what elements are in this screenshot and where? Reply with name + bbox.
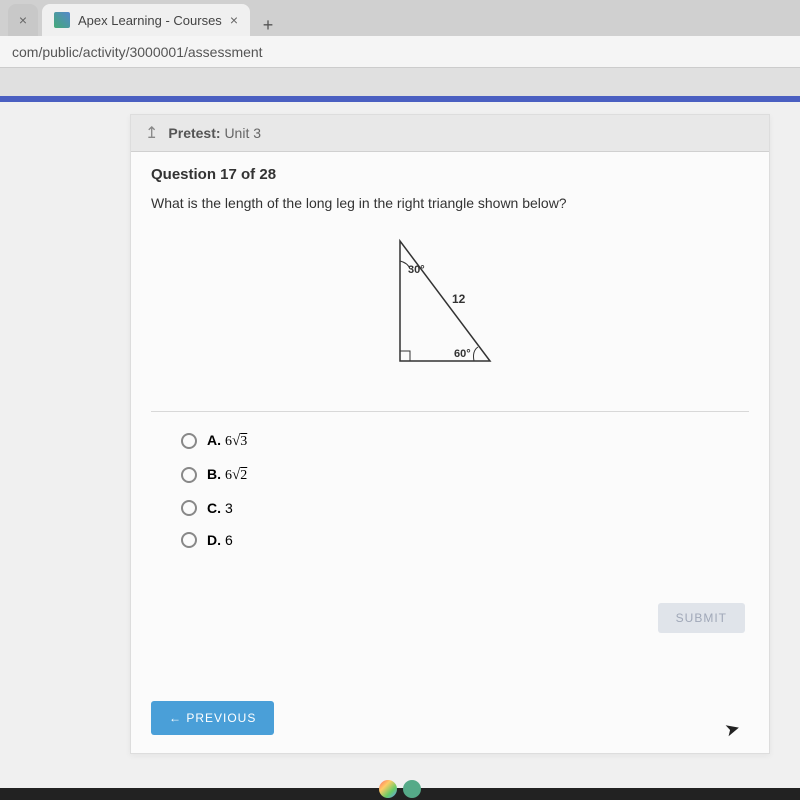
question-body: Question 17 of 28 What is the length of … (131, 152, 769, 578)
choice-a[interactable]: A.6√3 (181, 432, 749, 450)
submit-button[interactable]: SUBMIT (658, 603, 745, 633)
radio-icon[interactable] (181, 532, 197, 548)
choice-b[interactable]: B.6√2 (181, 466, 749, 484)
radio-icon[interactable] (181, 500, 197, 516)
tab-prev[interactable]: × (8, 4, 38, 36)
favicon-icon (54, 12, 70, 28)
close-icon[interactable]: × (230, 12, 238, 28)
url-bar[interactable]: com/public/activity/3000001/assessment (0, 36, 800, 68)
back-arrow-icon[interactable]: ↥ (145, 123, 158, 143)
url-text: com/public/activity/3000001/assessment (12, 44, 263, 60)
browser-tab-bar: × Apex Learning - Courses × + (0, 0, 800, 36)
question-text: What is the length of the long leg in th… (151, 195, 749, 211)
taskbar (0, 788, 800, 800)
choice-d[interactable]: D.6 (181, 532, 749, 548)
angle-bottom: 60° (454, 348, 471, 360)
pretest-bar: ↥ Pretest: Unit 3 (131, 115, 769, 152)
previous-button[interactable]: ← PREVIOUS (151, 701, 274, 735)
divider (151, 411, 749, 412)
pretest-label: Pretest: (168, 125, 220, 141)
new-tab-button[interactable]: + (254, 15, 282, 36)
pretest-unit: Unit 3 (224, 125, 261, 141)
hypotenuse-label: 12 (452, 292, 466, 306)
page-area: ↥ Pretest: Unit 3 Question 17 of 28 What… (0, 102, 800, 800)
header-spacer (0, 68, 800, 96)
radio-icon[interactable] (181, 433, 197, 449)
triangle-diagram: 30° 60° 12 (151, 231, 749, 381)
answer-choices: A.6√3 B.6√2 C.3 D.6 (151, 432, 749, 548)
tab-title: Apex Learning - Courses (78, 13, 222, 28)
angle-top: 30° (408, 264, 425, 276)
choice-c[interactable]: C.3 (181, 500, 749, 516)
question-number: Question 17 of 28 (151, 166, 749, 183)
radio-icon[interactable] (181, 467, 197, 483)
content-card: ↥ Pretest: Unit 3 Question 17 of 28 What… (130, 114, 770, 754)
tab-active[interactable]: Apex Learning - Courses × (42, 4, 250, 36)
close-icon[interactable]: × (19, 12, 27, 28)
